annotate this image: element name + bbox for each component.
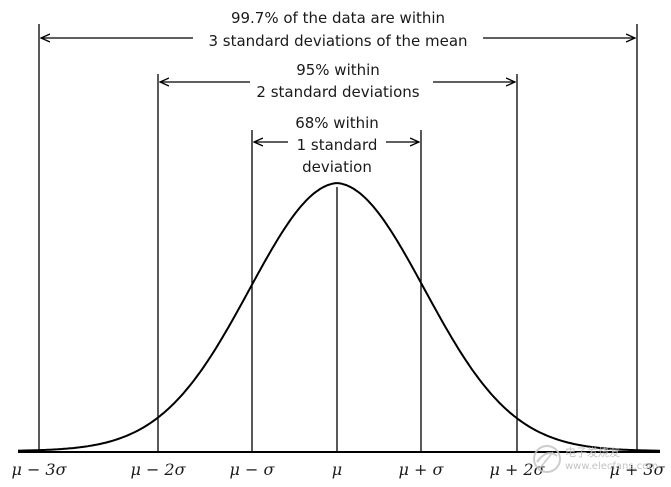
label-mu-minus-3sigma: μ − 3σ <box>11 460 67 479</box>
annotation-3sd-line2: 3 standard deviations of the mean <box>208 32 467 50</box>
watermark: 电子发烧友 www.elecfans.com <box>533 445 658 473</box>
bell-curve <box>18 182 660 452</box>
label-mu-plus-sigma: μ + σ <box>399 460 445 479</box>
watermark-line1: 电子发烧友 <box>565 445 620 459</box>
annotation-2sd-line2: 2 standard deviations <box>256 83 419 101</box>
watermark-logo-icon <box>533 445 561 473</box>
label-mu-minus-sigma: μ − σ <box>230 460 276 479</box>
label-mu-plus-3sigma: μ + 3σ <box>609 460 665 479</box>
annotation-3sd-line1: 99.7% of the data are within <box>231 9 445 27</box>
label-mu-minus-2sigma: μ − 2σ <box>130 460 186 479</box>
annotation-1sd-line2: 1 standard <box>297 136 378 154</box>
annotation-2sd-line1: 95% within <box>296 61 380 79</box>
annotation-1sd-line3: deviation <box>302 158 372 176</box>
label-mu: μ <box>332 460 342 479</box>
watermark-line2: www.elecfans.com <box>565 461 658 472</box>
annotation-1sd-line1: 68% within <box>295 114 379 132</box>
label-mu-plus-2sigma: μ + 2σ <box>489 460 545 479</box>
